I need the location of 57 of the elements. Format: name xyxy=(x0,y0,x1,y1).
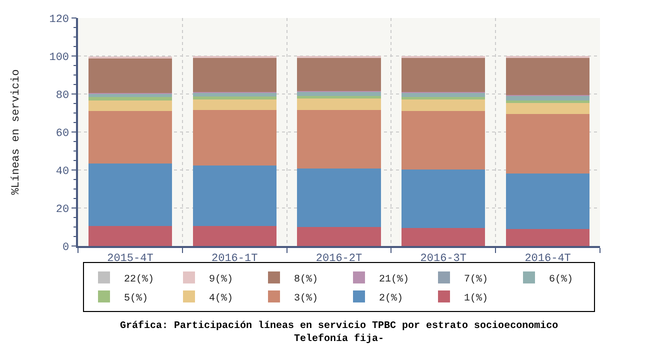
legend-label: 22(%) xyxy=(124,273,154,286)
bar xyxy=(88,164,172,226)
bar xyxy=(402,58,486,92)
legend-label: 7(%) xyxy=(464,273,488,286)
y-axis-title: %Líneas en servicio xyxy=(10,69,22,195)
legend-label: 2(%) xyxy=(379,292,404,304)
bar xyxy=(506,58,590,95)
y-tick-label: 40 xyxy=(56,166,70,178)
bar xyxy=(192,99,276,110)
bar xyxy=(192,92,276,96)
bar xyxy=(297,227,381,246)
bar xyxy=(297,98,381,110)
bar xyxy=(506,100,590,103)
legend-label: 4(%) xyxy=(209,292,234,304)
bar xyxy=(297,110,381,169)
bar xyxy=(192,166,276,226)
bar xyxy=(402,170,486,228)
bar xyxy=(297,96,381,98)
bar xyxy=(192,96,276,100)
legend-label: 3(%) xyxy=(294,292,318,304)
bar xyxy=(192,110,276,166)
bar xyxy=(88,111,172,164)
bar xyxy=(88,100,172,112)
bar xyxy=(88,97,172,100)
y-tick-label: 100 xyxy=(49,52,70,64)
bar xyxy=(402,228,486,246)
bar xyxy=(192,58,276,92)
bar xyxy=(88,226,172,246)
x-tick-label: 2016-1T xyxy=(211,252,258,265)
x-tick-label: 2016-3T xyxy=(420,252,467,265)
bar xyxy=(506,114,590,174)
legend-label: 5(%) xyxy=(124,292,148,304)
bar xyxy=(297,58,381,92)
bar xyxy=(297,91,381,96)
bar xyxy=(506,102,590,114)
bar xyxy=(402,111,486,170)
x-tick-label: 2016-4T xyxy=(524,252,572,265)
bar xyxy=(506,229,590,246)
y-tick-label: 20 xyxy=(56,204,70,216)
legend-label: 9(%) xyxy=(209,273,234,286)
legend-label: 1(%) xyxy=(464,292,488,304)
x-tick-label: 2016-2T xyxy=(316,252,362,265)
bar xyxy=(506,95,590,100)
bar xyxy=(402,99,486,112)
legend-label: 8(%) xyxy=(294,273,318,286)
bar xyxy=(192,226,276,246)
bar xyxy=(506,174,590,230)
legend-label: 6(%) xyxy=(549,273,574,286)
y-tick-label: 60 xyxy=(56,128,70,140)
bar xyxy=(297,168,381,228)
y-tick-label: 0 xyxy=(62,242,70,254)
text: Gráfica: Participación líneas en servicio TPBC por estrato socioeconomico Telefonía fija- xyxy=(120,320,558,345)
y-tick-label: 80 xyxy=(56,90,70,102)
bar xyxy=(88,58,172,94)
legend-label: 21(%) xyxy=(379,273,410,286)
y-tick-label: 120 xyxy=(49,14,70,26)
x-tick-label: 2015-4T xyxy=(107,252,154,265)
